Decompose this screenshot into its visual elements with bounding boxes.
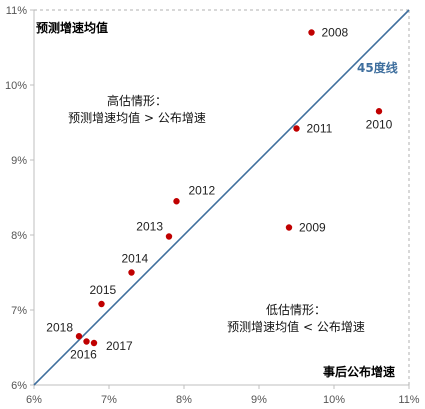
high-estimate-text: 预测增速均值 > 公布增速 — [68, 110, 206, 125]
data-point-2011 — [293, 125, 300, 132]
y-tick-label: 8% — [11, 230, 27, 242]
x-tick-label: 6% — [26, 394, 42, 406]
point-label-2009: 2009 — [299, 221, 326, 235]
point-label-2008: 2008 — [322, 26, 349, 40]
reference-line-label: 45度线 — [357, 60, 398, 75]
x-tick-label: 11% — [398, 394, 419, 406]
y-tick-label: 9% — [11, 155, 27, 167]
x-tick-label: 10% — [323, 394, 345, 406]
y-tick-label: 7% — [11, 305, 27, 317]
point-label-2012: 2012 — [189, 183, 216, 197]
point-label-2011: 2011 — [307, 122, 333, 136]
point-label-2016: 2016 — [70, 348, 97, 362]
point-label-2013: 2013 — [136, 220, 163, 234]
data-point-2017 — [90, 339, 98, 347]
y-axis-title: 预测增速均值 — [36, 20, 108, 35]
y-tick-label: 11% — [6, 5, 27, 17]
data-point-2018 — [75, 333, 83, 340]
data-point-2010 — [375, 108, 383, 115]
low-estimate-title: 低估情形： — [266, 303, 326, 317]
y-tick-label: 6% — [11, 380, 27, 392]
point-label-2010: 2010 — [366, 117, 393, 131]
axes-layer: 6% 7% 8% 9% 10% 11% 6% 7% 8% 9% 10% 11% — [5, 5, 420, 406]
low-estimate-text: 预测增速均值 < 公布增速 — [227, 319, 365, 334]
point-label-2015: 2015 — [90, 283, 117, 297]
points-layer — [75, 29, 383, 347]
data-point-2008 — [308, 29, 315, 36]
reference-line-45 — [33, 9, 410, 386]
reference-line-layer — [33, 9, 410, 386]
x-tick-label: 7% — [101, 394, 117, 406]
high-estimate-title: 高估情形： — [107, 93, 167, 108]
point-label-2017: 2017 — [106, 339, 133, 353]
y-tick-label: 10% — [5, 80, 27, 92]
data-point-2013 — [165, 233, 173, 240]
x-axis-title: 事后公布增速 — [323, 364, 395, 379]
labels-layer: 2008 2010 2011 2012 2013 2009 2014 2015 2018 2016… — [46, 26, 392, 362]
x-tick-label: 8% — [176, 394, 192, 406]
data-point-2016 — [83, 338, 90, 345]
data-point-2015 — [98, 300, 105, 308]
x-tick-label: 9% — [251, 394, 267, 406]
data-point-2012 — [173, 198, 180, 205]
point-label-2018: 2018 — [46, 320, 73, 334]
data-point-2014 — [128, 269, 135, 276]
data-point-2009 — [285, 224, 293, 231]
point-label-2014: 2014 — [122, 252, 149, 266]
